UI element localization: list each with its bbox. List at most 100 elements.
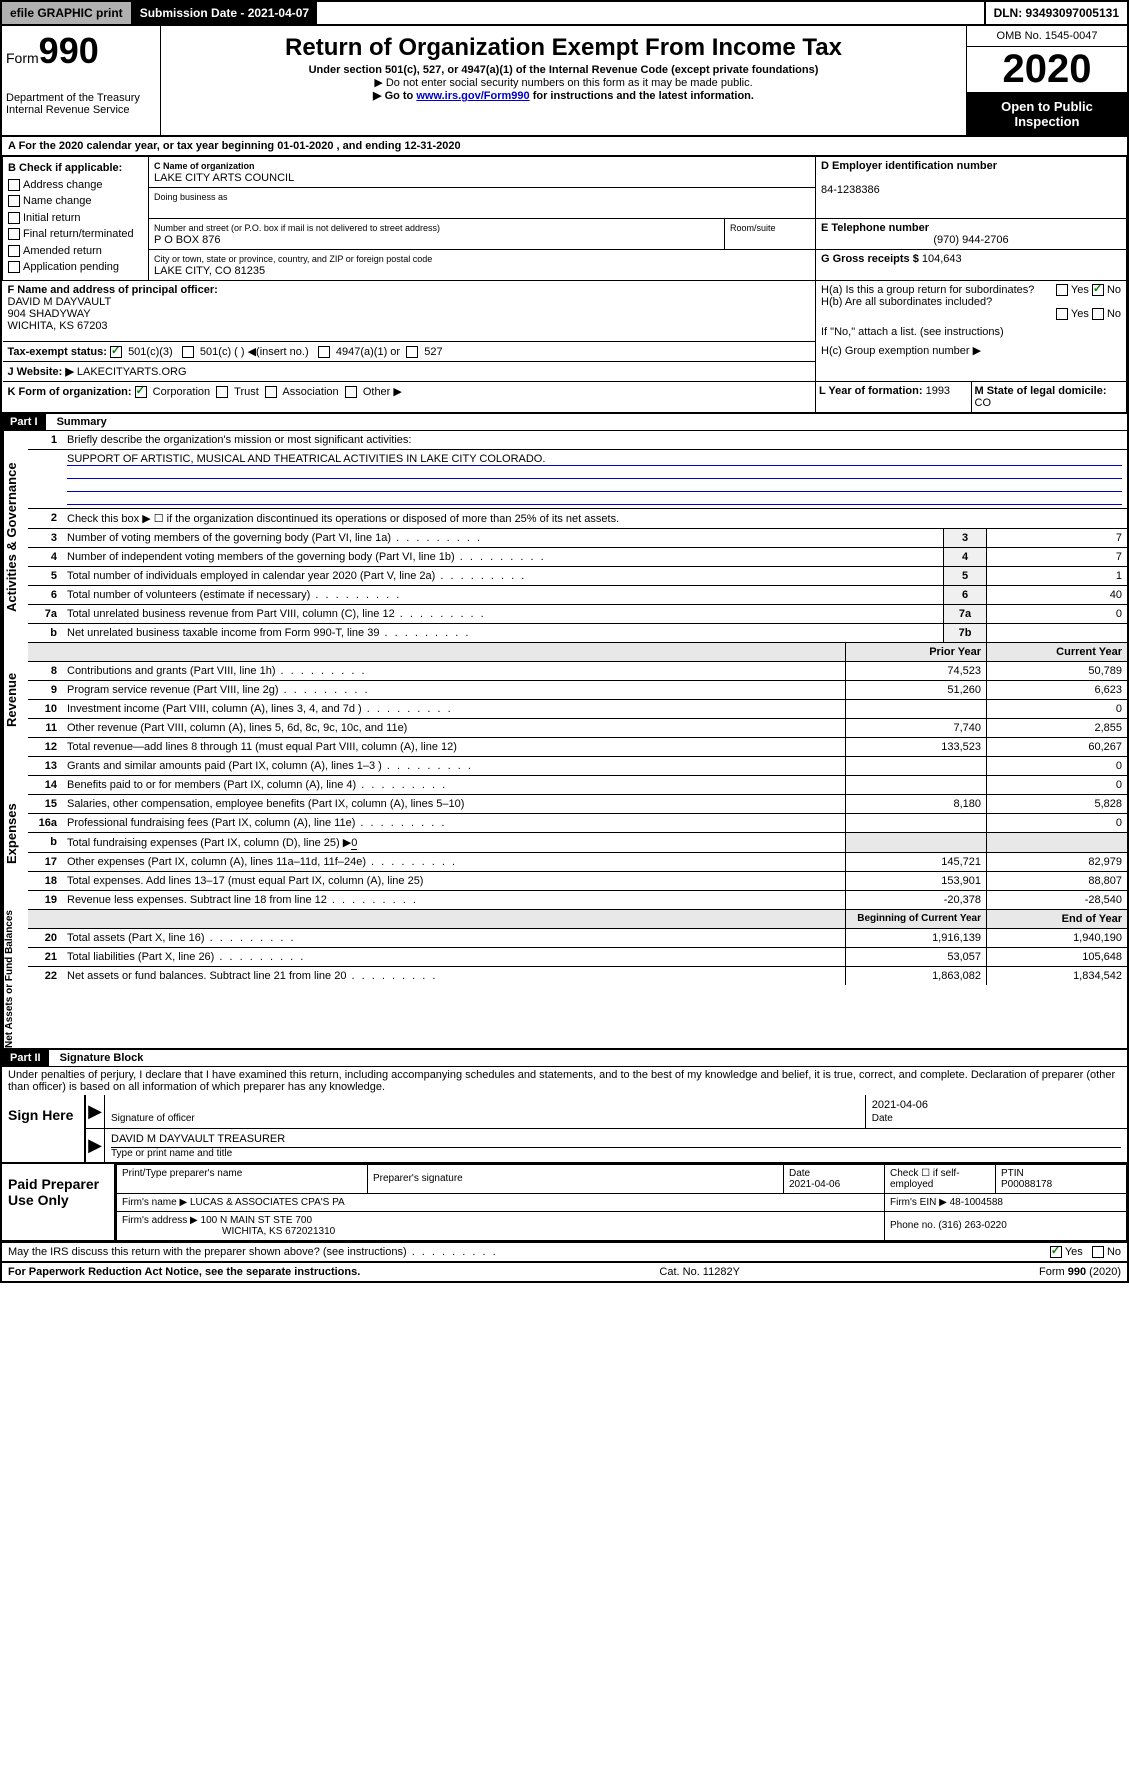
firm-name: Firm's name ▶ LUCAS & ASSOCIATES CPA'S P… (117, 1193, 885, 1211)
line19-prior: -20,378 (846, 890, 987, 909)
line20-begin: 1,916,139 (846, 928, 987, 947)
hdr-end: End of Year (987, 910, 1128, 929)
box-h-c: H(c) Group exemption number ▶ (816, 341, 1127, 381)
cb-ha-yes[interactable] (1056, 284, 1068, 296)
cb-address-change[interactable] (8, 179, 20, 191)
line18-prior: 153,901 (846, 871, 987, 890)
box-c-dba: Doing business as (149, 188, 816, 219)
arrow-icon: ▶ (86, 1129, 105, 1162)
form990-link[interactable]: www.irs.gov/Form990 (416, 90, 529, 102)
prep-date: Date2021-04-06 (784, 1164, 885, 1193)
submission-date: Submission Date - 2021-04-07 (132, 2, 317, 24)
line3: Number of voting members of the governin… (62, 528, 944, 547)
dept-label: Department of the Treasury (6, 92, 156, 104)
form-subtitle: Under section 501(c), 527, or 4947(a)(1)… (167, 64, 960, 76)
line21-begin: 53,057 (846, 947, 987, 966)
officer-name: DAVID M DAYVAULT TREASURER Type or print… (105, 1129, 1127, 1162)
perjury-text: Under penalties of perjury, I declare th… (0, 1067, 1129, 1095)
line9-prior: 51,260 (846, 680, 987, 699)
box-c-address: Number and street (or P.O. box if mail i… (149, 219, 725, 250)
line12-prior: 133,523 (846, 737, 987, 756)
cb-other[interactable] (345, 386, 357, 398)
hdr-begin: Beginning of Current Year (846, 910, 987, 929)
line22-end: 1,834,542 (987, 966, 1128, 985)
line14: Benefits paid to or for members (Part IX… (62, 775, 846, 794)
box-b: B Check if applicable: Address change Na… (3, 157, 149, 281)
cb-4947[interactable] (318, 346, 330, 358)
line4: Number of independent voting members of … (62, 547, 944, 566)
line6: Total number of volunteers (estimate if … (62, 585, 944, 604)
box-c-city: City or town, state or province, country… (149, 250, 816, 281)
prep-sig[interactable]: Preparer's signature (368, 1164, 784, 1193)
cb-hb-yes[interactable] (1056, 308, 1068, 320)
box-c-room: Room/suite (725, 219, 816, 250)
cb-amended[interactable] (8, 245, 20, 257)
cb-corp[interactable] (135, 386, 147, 398)
line8: Contributions and grants (Part VIII, lin… (62, 661, 846, 680)
hdr-current: Current Year (987, 643, 1128, 662)
cb-527[interactable] (406, 346, 418, 358)
line10-curr: 0 (987, 699, 1128, 718)
line11-curr: 2,855 (987, 718, 1128, 737)
line3-val: 7 (987, 528, 1128, 547)
line21-end: 105,648 (987, 947, 1128, 966)
irs-label: Internal Revenue Service (6, 104, 156, 116)
box-g: G Gross receipts $ 104,643 (816, 250, 1127, 281)
hdr-prior: Prior Year (846, 643, 987, 662)
cb-discuss-yes[interactable] (1050, 1246, 1062, 1258)
line9-curr: 6,623 (987, 680, 1128, 699)
cb-app-pending[interactable] (8, 261, 20, 273)
form-title: Return of Organization Exempt From Incom… (167, 34, 960, 62)
cb-501c[interactable] (182, 346, 194, 358)
cb-name-change[interactable] (8, 195, 20, 207)
cb-501c3[interactable] (110, 346, 122, 358)
cb-initial-return[interactable] (8, 212, 20, 224)
line7a-val: 0 (987, 604, 1128, 623)
box-m: M State of legal domicile: CO (972, 382, 1127, 412)
line18: Total expenses. Add lines 13–17 (must eq… (62, 871, 846, 890)
cat-no: Cat. No. 11282Y (659, 1266, 740, 1278)
line15-curr: 5,828 (987, 794, 1128, 813)
form-header: Form990 Department of the Treasury Inter… (0, 26, 1129, 137)
part1-title: Summary (49, 416, 107, 428)
line13-prior (846, 757, 987, 776)
line12: Total revenue—add lines 8 through 11 (mu… (62, 737, 846, 756)
box-h-note: If "No," attach a list. (see instruction… (816, 323, 1127, 341)
line1-label: Briefly describe the organization's miss… (62, 431, 1127, 450)
prep-ptin: PTINP00088178 (996, 1164, 1127, 1193)
line22-begin: 1,863,082 (846, 966, 987, 985)
signature-field[interactable]: Signature of officer (105, 1095, 865, 1128)
line14-curr: 0 (987, 775, 1128, 794)
cb-assoc[interactable] (265, 386, 277, 398)
tax-year: 2020 (967, 47, 1127, 93)
cb-discuss-no[interactable] (1092, 1246, 1104, 1258)
paperwork-notice: For Paperwork Reduction Act Notice, see … (8, 1266, 360, 1278)
cb-final-return[interactable] (8, 228, 20, 240)
line11: Other revenue (Part VIII, column (A), li… (62, 718, 846, 737)
line20: Total assets (Part X, line 16) (62, 928, 846, 947)
firm-phone: Phone no. (316) 263-0220 (885, 1211, 1127, 1240)
prep-self-employed[interactable]: Check ☐ if self-employed (885, 1164, 996, 1193)
efile-button[interactable]: efile GRAPHIC print (2, 2, 132, 24)
section-a: A For the 2020 calendar year, or tax yea… (2, 137, 1127, 156)
form-footer: Form 990 (2020) (1039, 1266, 1121, 1278)
sign-date: 2021-04-06 Date (865, 1095, 1127, 1128)
line21: Total liabilities (Part X, line 26) (62, 947, 846, 966)
line10-prior (846, 699, 987, 718)
arrow-icon: ▶ (86, 1095, 105, 1128)
cb-hb-no[interactable] (1092, 308, 1104, 320)
label-revenue: Revenue (2, 643, 28, 757)
line15-prior: 8,180 (846, 794, 987, 813)
cb-trust[interactable] (216, 386, 228, 398)
cb-ha-no[interactable] (1092, 284, 1104, 296)
label-activities: Activities & Governance (2, 431, 28, 643)
box-c-name: C Name of organization LAKE CITY ARTS CO… (149, 157, 816, 188)
discuss-answer[interactable]: Yes No (1050, 1246, 1121, 1258)
line15: Salaries, other compensation, employee b… (62, 794, 846, 813)
firm-address: Firm's address ▶ 100 N MAIN ST STE 700WI… (117, 1211, 885, 1240)
line5: Total number of individuals employed in … (62, 566, 944, 585)
line10: Investment income (Part VIII, column (A)… (62, 699, 846, 718)
line7b-val (987, 623, 1128, 642)
box-j: J Website: ▶ LAKECITYARTS.ORG (3, 361, 816, 381)
box-k: K Form of organization: Corporation Trus… (3, 381, 816, 412)
